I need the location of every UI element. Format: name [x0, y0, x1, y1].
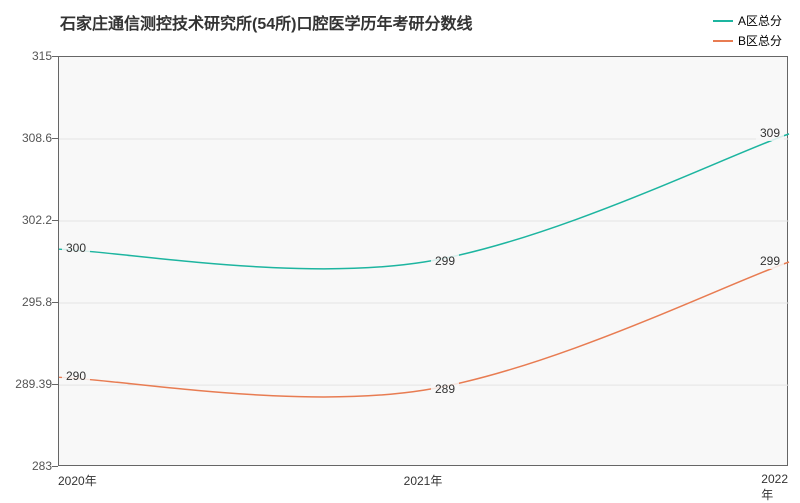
- data-label: 289: [431, 381, 459, 397]
- series-line: [59, 262, 789, 397]
- data-label: 290: [62, 368, 90, 384]
- data-label: 299: [431, 253, 459, 269]
- y-tick-label: 295.8: [2, 295, 52, 309]
- legend-item-b: B区总分: [713, 32, 782, 49]
- legend-item-a: A区总分: [713, 12, 782, 29]
- y-tick-mark: [52, 220, 58, 221]
- plot-area: [58, 56, 788, 466]
- y-tick-label: 302.2: [2, 213, 52, 227]
- x-tick-label: 2020年: [58, 472, 97, 489]
- y-tick-mark: [52, 466, 58, 467]
- y-tick-mark: [52, 384, 58, 385]
- x-tick-label: 2022年: [761, 472, 788, 503]
- legend: A区总分 B区总分: [713, 12, 782, 52]
- data-label: 300: [62, 240, 90, 256]
- x-tick-label: 2021年: [404, 472, 443, 489]
- data-label: 309: [756, 125, 784, 141]
- data-label: 299: [756, 253, 784, 269]
- y-tick-mark: [52, 138, 58, 139]
- y-tick-label: 308.6: [2, 131, 52, 145]
- plot-svg: [59, 57, 789, 467]
- y-tick-label: 283: [2, 459, 52, 473]
- legend-label-b: B区总分: [738, 32, 782, 49]
- y-tick-label: 315: [2, 49, 52, 63]
- y-tick-label: 289.39: [2, 377, 52, 391]
- chart-title: 石家庄通信测控技术研究所(54所)口腔医学历年考研分数线: [60, 10, 472, 34]
- y-tick-mark: [52, 56, 58, 57]
- legend-label-a: A区总分: [738, 12, 782, 29]
- series-line: [59, 134, 789, 269]
- legend-swatch-a: [713, 20, 733, 22]
- chart-container: 石家庄通信测控技术研究所(54所)口腔医学历年考研分数线 A区总分 B区总分 2…: [0, 0, 800, 500]
- y-tick-mark: [52, 302, 58, 303]
- legend-swatch-b: [713, 40, 733, 42]
